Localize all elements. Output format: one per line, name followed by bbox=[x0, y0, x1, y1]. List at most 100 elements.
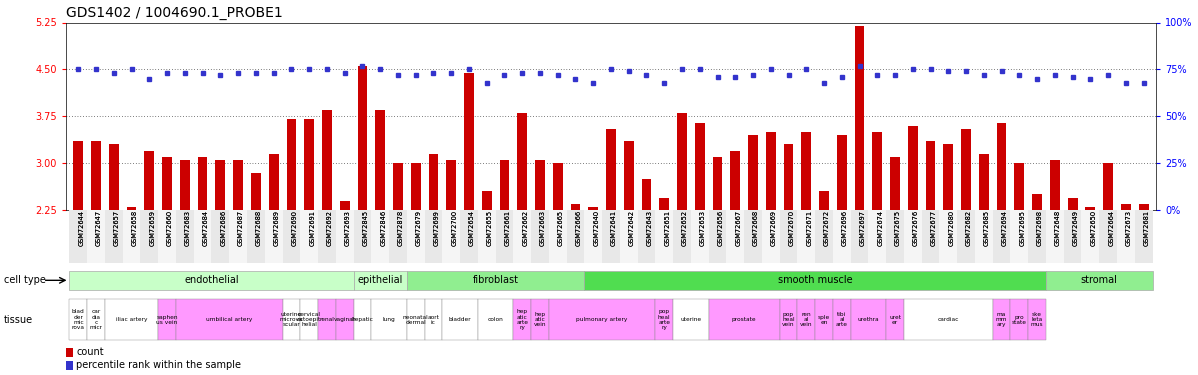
Text: GSM72652: GSM72652 bbox=[682, 210, 688, 246]
Bar bbox=[851, 210, 869, 262]
Bar bbox=[1015, 163, 1024, 210]
Text: GSM72686: GSM72686 bbox=[220, 210, 226, 246]
Bar bbox=[570, 204, 580, 210]
Bar bbox=[180, 160, 189, 210]
Bar bbox=[624, 141, 634, 210]
Bar bbox=[513, 210, 531, 262]
Text: GSM72677: GSM72677 bbox=[931, 210, 937, 246]
Bar bbox=[429, 154, 438, 210]
Bar bbox=[780, 299, 798, 340]
Bar bbox=[1103, 163, 1113, 210]
Bar bbox=[1049, 160, 1060, 210]
Bar bbox=[91, 141, 101, 210]
Bar bbox=[709, 210, 726, 262]
Text: hep
atic
vein: hep atic vein bbox=[533, 312, 546, 327]
Text: neonatal
dermal: neonatal dermal bbox=[403, 315, 429, 325]
Text: GSM72651: GSM72651 bbox=[664, 210, 670, 246]
Text: pro
state: pro state bbox=[1012, 315, 1027, 325]
Text: GSM72691: GSM72691 bbox=[309, 210, 315, 246]
Text: GSM72690: GSM72690 bbox=[291, 210, 297, 246]
Bar bbox=[673, 299, 709, 340]
Text: GSM72655: GSM72655 bbox=[486, 210, 492, 246]
Bar bbox=[301, 299, 317, 340]
Text: hepatic: hepatic bbox=[351, 317, 374, 322]
Bar bbox=[549, 299, 655, 340]
Text: GSM72659: GSM72659 bbox=[150, 210, 156, 246]
Bar bbox=[908, 126, 918, 210]
Text: GSM72681: GSM72681 bbox=[1144, 210, 1150, 246]
Text: GSM72650: GSM72650 bbox=[1090, 210, 1096, 246]
Bar bbox=[798, 299, 815, 340]
Text: uret
er: uret er bbox=[889, 315, 901, 325]
Text: GSM72673: GSM72673 bbox=[1126, 210, 1132, 246]
Bar bbox=[851, 299, 887, 340]
Text: GSM72697: GSM72697 bbox=[859, 210, 866, 246]
Bar bbox=[709, 299, 780, 340]
Bar bbox=[393, 163, 403, 210]
Text: GSM72676: GSM72676 bbox=[913, 210, 919, 246]
Text: GSM72689: GSM72689 bbox=[273, 210, 279, 246]
Bar bbox=[69, 271, 353, 290]
Text: GSM72644: GSM72644 bbox=[78, 210, 84, 246]
Text: GSM72653: GSM72653 bbox=[700, 210, 706, 246]
Bar bbox=[606, 129, 616, 210]
Text: GSM72664: GSM72664 bbox=[1108, 210, 1114, 246]
Bar bbox=[655, 299, 673, 340]
Text: GSM72656: GSM72656 bbox=[718, 210, 724, 246]
Text: GSM72677: GSM72677 bbox=[931, 210, 937, 246]
Bar bbox=[1135, 210, 1152, 262]
Bar bbox=[69, 299, 87, 340]
Bar bbox=[301, 210, 317, 262]
Text: GSM72671: GSM72671 bbox=[806, 210, 812, 246]
Bar bbox=[642, 179, 652, 210]
Text: GSM72665: GSM72665 bbox=[558, 210, 564, 246]
Bar bbox=[212, 210, 229, 262]
Text: GSM72695: GSM72695 bbox=[1019, 210, 1025, 246]
Bar bbox=[286, 119, 296, 210]
Text: GSM72652: GSM72652 bbox=[682, 210, 688, 246]
Text: GSM72647: GSM72647 bbox=[96, 210, 102, 246]
Bar bbox=[317, 210, 335, 262]
Text: GSM72650: GSM72650 bbox=[1090, 210, 1096, 246]
Bar bbox=[1100, 210, 1117, 262]
Bar bbox=[442, 210, 460, 262]
Bar bbox=[659, 198, 670, 210]
Bar bbox=[531, 210, 549, 262]
Bar bbox=[1046, 210, 1064, 262]
Bar bbox=[73, 141, 83, 210]
Text: GSM72651: GSM72651 bbox=[664, 210, 670, 246]
Text: GSM72655: GSM72655 bbox=[486, 210, 492, 246]
Bar bbox=[407, 299, 424, 340]
Bar bbox=[798, 210, 815, 262]
Bar bbox=[460, 210, 478, 262]
Bar bbox=[637, 210, 655, 262]
Bar bbox=[531, 299, 549, 340]
Text: GSM72674: GSM72674 bbox=[877, 210, 883, 246]
Bar bbox=[1064, 210, 1082, 262]
Text: GSM72699: GSM72699 bbox=[434, 210, 440, 246]
Text: GSM72649: GSM72649 bbox=[1072, 210, 1078, 246]
Bar bbox=[815, 210, 833, 262]
Bar bbox=[340, 201, 350, 210]
Text: GSM72683: GSM72683 bbox=[184, 210, 190, 246]
Bar bbox=[105, 210, 122, 262]
Bar bbox=[442, 299, 478, 340]
Text: GSM72680: GSM72680 bbox=[949, 210, 955, 246]
Text: urethra: urethra bbox=[858, 317, 879, 322]
Bar bbox=[304, 119, 314, 210]
Bar bbox=[904, 299, 993, 340]
Text: GSM72668: GSM72668 bbox=[754, 210, 760, 246]
Text: vaginal: vaginal bbox=[334, 317, 356, 322]
Text: GDS1402 / 1004690.1_PROBE1: GDS1402 / 1004690.1_PROBE1 bbox=[66, 6, 283, 20]
Bar bbox=[890, 157, 900, 210]
Bar bbox=[748, 135, 758, 210]
Text: GSM72699: GSM72699 bbox=[434, 210, 440, 246]
Text: GSM72698: GSM72698 bbox=[1037, 210, 1043, 246]
Bar bbox=[353, 210, 371, 262]
Text: GSM72688: GSM72688 bbox=[256, 210, 262, 246]
Text: GSM72661: GSM72661 bbox=[504, 210, 510, 246]
Text: GSM72663: GSM72663 bbox=[540, 210, 546, 246]
Bar bbox=[87, 210, 105, 262]
Bar bbox=[87, 299, 105, 340]
Bar bbox=[744, 210, 762, 262]
